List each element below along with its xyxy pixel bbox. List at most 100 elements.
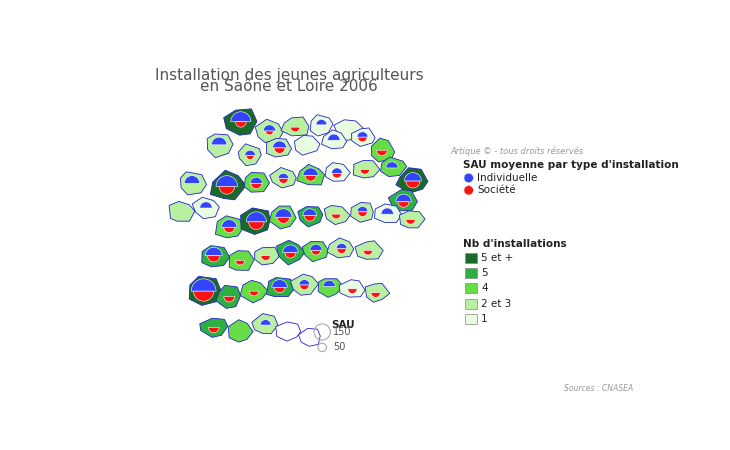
Wedge shape [235, 122, 246, 127]
Polygon shape [396, 168, 428, 193]
Wedge shape [357, 207, 368, 212]
Wedge shape [208, 327, 219, 333]
Text: Sources : CNASEA: Sources : CNASEA [564, 384, 634, 393]
Polygon shape [388, 189, 418, 211]
Polygon shape [266, 278, 295, 297]
Text: Artique © - tous droits réservés: Artique © - tous droits réservés [451, 146, 584, 156]
Wedge shape [303, 168, 318, 176]
Text: Société: Société [477, 185, 516, 195]
Wedge shape [251, 183, 262, 189]
Wedge shape [224, 297, 234, 302]
Wedge shape [200, 202, 212, 208]
Polygon shape [291, 274, 318, 295]
Polygon shape [215, 216, 245, 238]
Wedge shape [328, 134, 340, 140]
Wedge shape [305, 176, 316, 181]
Wedge shape [357, 132, 368, 137]
Wedge shape [245, 150, 255, 156]
Circle shape [464, 186, 473, 195]
Wedge shape [272, 279, 288, 287]
Wedge shape [278, 173, 289, 179]
Polygon shape [269, 167, 296, 188]
Wedge shape [250, 291, 258, 296]
Wedge shape [304, 216, 315, 221]
Polygon shape [255, 119, 283, 142]
Wedge shape [274, 148, 285, 153]
Polygon shape [318, 279, 344, 297]
Wedge shape [404, 173, 421, 181]
Polygon shape [372, 138, 395, 162]
Text: Installation des jeunes agriculteurs: Installation des jeunes agriculteurs [155, 68, 423, 83]
Polygon shape [255, 247, 280, 265]
Polygon shape [169, 202, 195, 221]
Polygon shape [207, 134, 233, 158]
Wedge shape [323, 280, 335, 287]
Polygon shape [276, 322, 301, 341]
Polygon shape [302, 241, 328, 262]
Polygon shape [339, 280, 365, 297]
Wedge shape [291, 127, 300, 132]
Bar [465, 299, 477, 309]
Wedge shape [312, 250, 320, 255]
Polygon shape [281, 117, 309, 136]
Polygon shape [374, 204, 402, 223]
Wedge shape [221, 220, 237, 227]
Wedge shape [406, 220, 415, 224]
Wedge shape [207, 256, 220, 262]
Wedge shape [279, 179, 288, 183]
Polygon shape [352, 128, 375, 146]
Wedge shape [246, 156, 254, 159]
Wedge shape [316, 119, 327, 125]
Circle shape [464, 173, 473, 183]
Text: Individuelle: Individuelle [477, 173, 537, 183]
Wedge shape [300, 285, 309, 290]
Wedge shape [332, 173, 342, 178]
Wedge shape [205, 247, 222, 256]
Polygon shape [252, 314, 278, 334]
Wedge shape [266, 131, 273, 135]
Text: 50: 50 [333, 342, 345, 352]
Text: 4: 4 [481, 284, 488, 293]
Polygon shape [321, 130, 347, 149]
Text: 5 et +: 5 et + [481, 252, 513, 263]
Polygon shape [240, 280, 268, 303]
Text: en Saône et Loire 2006: en Saône et Loire 2006 [200, 79, 377, 94]
Polygon shape [297, 164, 325, 185]
Polygon shape [399, 211, 425, 228]
Wedge shape [250, 177, 263, 183]
Polygon shape [334, 120, 364, 141]
Wedge shape [337, 249, 346, 253]
Polygon shape [192, 197, 219, 219]
Wedge shape [381, 208, 393, 214]
Bar [465, 284, 477, 293]
Polygon shape [245, 172, 269, 192]
Polygon shape [228, 320, 253, 342]
Wedge shape [261, 256, 270, 261]
Wedge shape [396, 194, 411, 202]
Text: 1: 1 [481, 314, 488, 324]
Wedge shape [277, 217, 290, 223]
Wedge shape [224, 227, 234, 233]
Polygon shape [266, 139, 291, 157]
Bar [465, 268, 477, 278]
Wedge shape [364, 250, 372, 255]
Wedge shape [191, 279, 216, 291]
Polygon shape [238, 144, 261, 166]
Wedge shape [219, 186, 234, 194]
Wedge shape [303, 209, 317, 216]
Polygon shape [216, 285, 241, 308]
Wedge shape [246, 212, 266, 222]
Wedge shape [264, 125, 276, 131]
Wedge shape [235, 261, 245, 265]
Wedge shape [249, 222, 264, 230]
Polygon shape [380, 157, 407, 176]
Wedge shape [331, 214, 341, 219]
Text: 150: 150 [333, 327, 352, 337]
Text: 5: 5 [481, 268, 488, 278]
Wedge shape [299, 279, 310, 285]
Polygon shape [180, 172, 207, 195]
Text: SAU: SAU [331, 320, 355, 330]
Wedge shape [272, 141, 287, 148]
Polygon shape [200, 318, 228, 338]
Bar [465, 252, 477, 263]
